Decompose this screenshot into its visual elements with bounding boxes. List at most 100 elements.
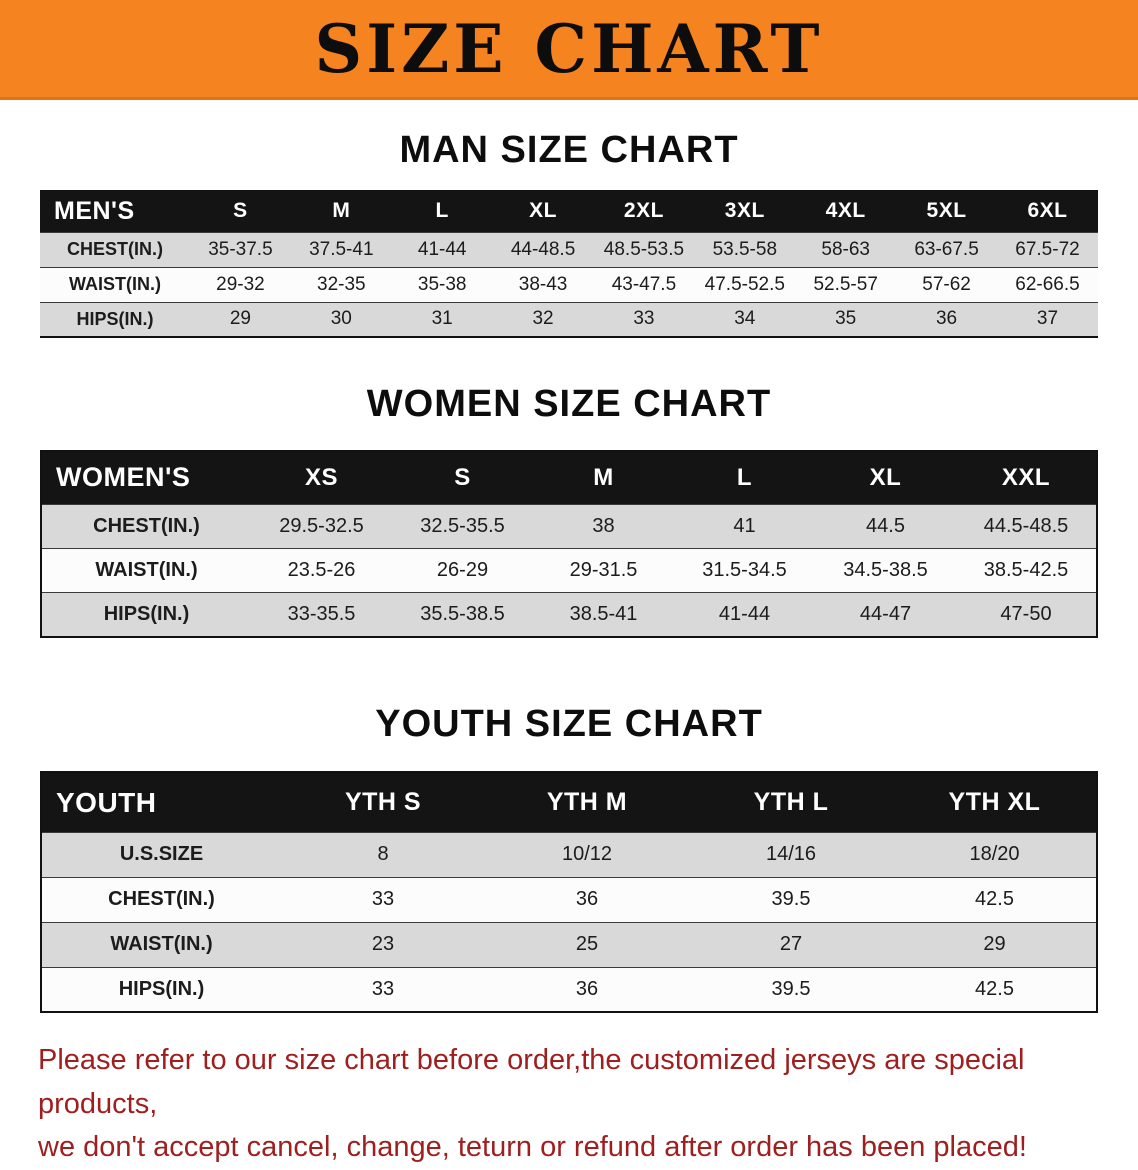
measurement-label-cell: CHEST(IN.) [41,504,251,549]
measurement-value-cell: 10/12 [485,831,689,878]
measurement-value-cell: 31 [391,301,493,338]
disclaimer-line-1: Please refer to our size chart before or… [38,1044,1025,1120]
measurement-row: WAIST(IN.) 23 25 27 29 [41,921,1097,968]
measurement-row: CHEST(IN.) 35-37.5 37.5-41 41-44 44-48.5 48.5… [40,231,1098,268]
measurement-row: HIPS(IN.) 33-35.5 35.5-38.5 38.5-41 41-44 44-… [41,592,1097,637]
measurement-value-cell: 27 [689,921,893,968]
measurement-value-cell: 29 [893,921,1097,968]
size-column-header: L [736,463,753,491]
size-column-header: XXL [1001,463,1051,491]
size-column-header: M [593,463,614,491]
measurement-label-cell: WAIST(IN.) [41,548,251,593]
size-column-header: XS [304,463,338,491]
size-column-header: XL [529,199,557,223]
measurement-value-cell: 53.5-58 [694,231,796,268]
measurement-value-cell: 35-38 [391,266,493,303]
size-column-header: 3XL [724,199,765,223]
measurement-value-cell: 48.5-53.5 [593,231,695,268]
size-column-header: S [454,463,471,491]
measurement-value-cell: 42.5 [893,966,1097,1013]
measurement-label-cell: U.S.SIZE [41,831,281,878]
men-section-heading: MAN SIZE CHART [399,129,739,171]
women-size-section: WOMEN SIZE CHART WOMEN'S XS S M L XL XXL CHEST(… [0,382,1138,638]
men-size-table: MEN'S S M L XL 2XL 3XL 4XL 5XL 6XL CHEST(IN.) 35-37… [40,189,1098,339]
size-column-header: 4XL [825,199,866,223]
youth-size-table: YOUTH YTH S YTH M YTH L YTH XL U.S.SIZE 8 10/12… [40,771,1098,1014]
measurement-value-cell: 14/16 [689,831,893,878]
size-column-header: 6XL [1027,199,1068,223]
measurement-value-cell: 29-31.5 [533,548,674,593]
measurement-value-cell: 35-37.5 [190,231,291,268]
measurement-value-cell: 35 [795,301,897,338]
measurement-value-cell: 42.5 [893,876,1097,923]
measurement-label-cell: HIPS(IN.) [40,301,190,338]
youth-size-section: YOUTH SIZE CHART YOUTH YTH S YTH M YTH L YTH… [0,702,1138,1014]
measurement-label-cell: WAIST(IN.) [41,921,281,968]
measurement-value-cell: 29 [190,301,291,338]
measurement-value-cell: 23 [281,921,485,968]
measurement-value-cell: 34 [694,301,796,338]
measurement-value-cell: 38 [533,504,674,549]
measurement-value-cell: 57-62 [896,266,997,303]
measurement-value-cell: 32.5-35.5 [392,504,533,549]
measurement-value-cell: 33 [281,876,485,923]
size-column-header: M [332,199,351,223]
women-section-heading: WOMEN SIZE CHART [366,383,772,426]
measurement-value-cell: 29.5-32.5 [251,504,392,549]
measurement-value-cell: 44-47 [815,592,956,637]
measurement-value-cell: 33-35.5 [251,592,392,637]
measurement-value-cell: 63-67.5 [896,231,997,268]
measurement-value-cell: 37.5-41 [290,231,392,268]
table-title-cell: YOUTH [56,786,157,818]
measurement-label-cell: HIPS(IN.) [41,966,281,1013]
measurement-value-cell: 29-32 [190,266,291,303]
measurement-row: HIPS(IN.) 29 30 31 32 33 34 35 36 37 [40,301,1098,338]
measurement-value-cell: 36 [485,876,689,923]
size-chart-banner: SIZE CHART [0,0,1138,100]
measurement-value-cell: 44.5 [815,504,956,549]
measurement-value-cell: 31.5-34.5 [674,548,815,593]
measurement-row: U.S.SIZE 8 10/12 14/16 18/20 [41,831,1097,878]
measurement-value-cell: 30 [290,301,392,338]
measurement-label-cell: WAIST(IN.) [40,266,190,303]
measurement-row: WAIST(IN.) 29-32 32-35 35-38 38-43 43-47.5 47.… [40,266,1098,303]
men-size-section: MAN SIZE CHART MEN'S S M L XL 2XL 3XL 4XL 5XL 6XL… [0,128,1138,339]
measurement-value-cell: 58-63 [795,231,897,268]
measurement-value-cell: 26-29 [392,548,533,593]
measurement-value-cell: 62-66.5 [997,266,1098,303]
measurement-value-cell: 38-43 [492,266,594,303]
measurement-label-cell: CHEST(IN.) [40,231,190,268]
measurement-value-cell: 39.5 [689,876,893,923]
size-column-header: S [233,199,248,223]
measurement-value-cell: 41 [674,504,815,549]
measurement-row: HIPS(IN.) 33 36 39.5 42.5 [41,966,1097,1013]
size-column-header: 5XL [926,199,967,223]
youth-section-heading: YOUTH SIZE CHART [375,702,763,745]
table-title-cell: MEN'S [54,196,135,225]
measurement-value-cell: 37 [997,301,1098,338]
measurement-value-cell: 47.5-52.5 [694,266,796,303]
size-column-header: 2XL [623,199,664,223]
measurement-value-cell: 44-48.5 [492,231,594,268]
measurement-value-cell: 43-47.5 [593,266,695,303]
measurement-label-cell: CHEST(IN.) [41,876,281,923]
table-header-row: MEN'S S M L XL 2XL 3XL 4XL 5XL 6XL [40,190,1098,233]
measurement-value-cell: 32-35 [290,266,392,303]
measurement-value-cell: 41-44 [674,592,815,637]
size-column-header: YTH XL [948,788,1041,817]
measurement-value-cell: 32 [492,301,594,338]
measurement-value-cell: 25 [485,921,689,968]
measurement-value-cell: 8 [281,831,485,878]
size-column-header: YTH L [753,788,829,817]
size-column-header: YTH M [546,788,628,817]
measurement-value-cell: 33 [593,301,695,338]
measurement-value-cell: 38.5-41 [533,592,674,637]
table-header-row: WOMEN'S XS S M L XL XXL [41,450,1097,505]
measurement-value-cell: 23.5-26 [251,548,392,593]
measurement-value-cell: 35.5-38.5 [392,592,533,637]
table-title-cell: WOMEN'S [56,462,191,493]
measurement-value-cell: 52.5-57 [795,266,897,303]
banner-title: SIZE CHART [314,9,824,88]
measurement-row: WAIST(IN.) 23.5-26 26-29 29-31.5 31.5-34.5 34… [41,548,1097,593]
measurement-value-cell: 39.5 [689,966,893,1013]
